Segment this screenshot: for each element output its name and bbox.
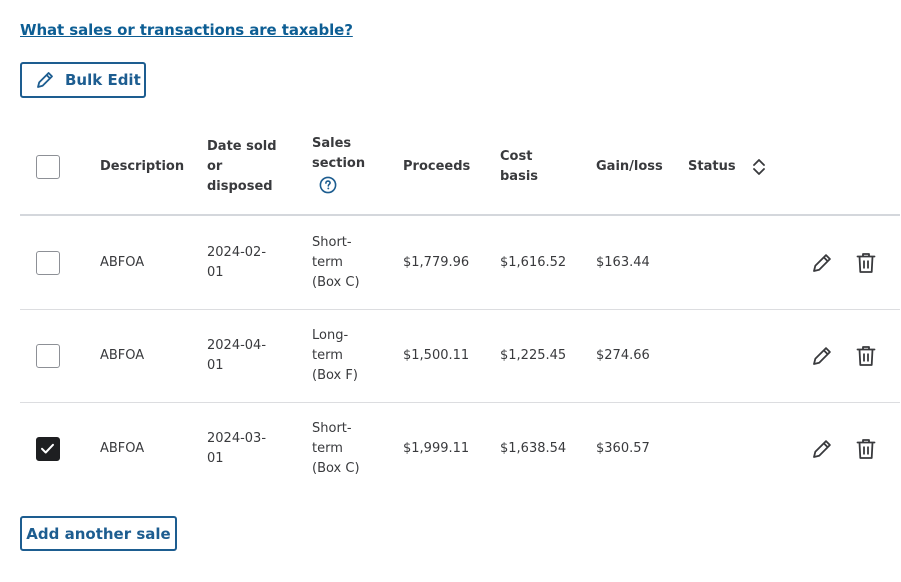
row-description: ABFOA bbox=[100, 441, 145, 456]
row-checkbox-checked[interactable] bbox=[36, 437, 60, 461]
header-status: Status bbox=[688, 159, 736, 174]
bulk-edit-button[interactable]: Bulk Edit bbox=[20, 62, 146, 98]
header-sales-section: Sales section bbox=[312, 136, 366, 171]
row-description: ABFOA bbox=[100, 348, 145, 363]
row-proceeds: $1,779.96 bbox=[403, 255, 470, 270]
header-proceeds: Proceeds bbox=[403, 159, 471, 174]
row-description: ABFOA bbox=[100, 255, 145, 270]
row-cost-basis: $1,616.52 bbox=[500, 255, 567, 270]
bulk-edit-label: Bulk Edit bbox=[65, 71, 141, 89]
row-sales-section: Long- term (Box F) bbox=[312, 328, 358, 383]
delete-row-trash-icon[interactable] bbox=[854, 251, 878, 275]
row-date: 2024-04- 01 bbox=[207, 338, 267, 373]
row-checkbox[interactable] bbox=[36, 251, 60, 275]
row-gain-loss: $274.66 bbox=[596, 348, 650, 363]
add-another-sale-label: Add another sale bbox=[26, 524, 171, 543]
add-another-sale-button[interactable]: Add another sale bbox=[20, 516, 177, 551]
header-cost-basis: Cost basis bbox=[500, 149, 539, 184]
edit-row-pencil-icon[interactable] bbox=[810, 437, 834, 461]
header-date-sold: Date sold or disposed bbox=[207, 139, 277, 194]
row-cost-basis: $1,225.45 bbox=[500, 348, 567, 363]
row-sales-section: Short- term (Box C) bbox=[312, 235, 360, 290]
delete-row-trash-icon[interactable] bbox=[854, 437, 878, 461]
row-date: 2024-02- 01 bbox=[207, 245, 267, 280]
header-gain-loss: Gain/loss bbox=[596, 159, 663, 174]
header-divider bbox=[20, 214, 900, 216]
row-divider bbox=[20, 402, 900, 403]
row-proceeds: $1,999.11 bbox=[403, 441, 470, 456]
pencil-icon bbox=[37, 72, 53, 88]
row-cost-basis: $1,638.54 bbox=[500, 441, 567, 456]
delete-row-trash-icon[interactable] bbox=[854, 344, 878, 368]
edit-row-pencil-icon[interactable] bbox=[810, 251, 834, 275]
row-proceeds: $1,500.11 bbox=[403, 348, 470, 363]
row-checkbox[interactable] bbox=[36, 344, 60, 368]
header-description: Description bbox=[100, 159, 185, 174]
sort-icon[interactable] bbox=[750, 157, 768, 177]
row-date: 2024-03- 01 bbox=[207, 431, 267, 466]
help-circle-icon[interactable] bbox=[319, 176, 337, 194]
row-gain-loss: $360.57 bbox=[596, 441, 650, 456]
row-sales-section: Short- term (Box C) bbox=[312, 421, 360, 476]
select-all-checkbox[interactable] bbox=[36, 155, 60, 179]
row-divider bbox=[20, 309, 900, 310]
taxable-sales-help-link[interactable]: What sales or transactions are taxable? bbox=[20, 21, 353, 39]
checkmark-icon bbox=[41, 443, 54, 454]
row-gain-loss: $163.44 bbox=[596, 255, 650, 270]
edit-row-pencil-icon[interactable] bbox=[810, 344, 834, 368]
